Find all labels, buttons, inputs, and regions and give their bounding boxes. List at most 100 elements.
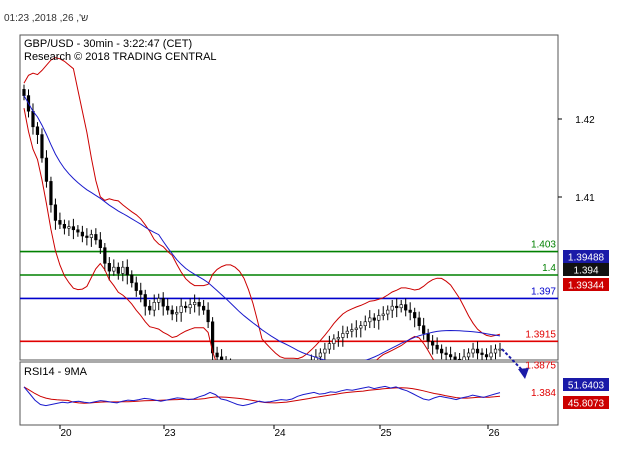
candle-body bbox=[417, 317, 421, 326]
candle-body bbox=[498, 348, 502, 351]
forecast-arrow-head bbox=[518, 367, 529, 379]
candle-body bbox=[368, 317, 372, 323]
candle-body bbox=[166, 305, 170, 311]
price-tag-bg bbox=[563, 263, 609, 276]
candle-body bbox=[67, 226, 71, 229]
candlestick-series bbox=[22, 84, 502, 360]
candle-body bbox=[449, 354, 453, 358]
candle-body bbox=[359, 325, 363, 329]
candle-body bbox=[471, 348, 475, 354]
candle-body bbox=[152, 301, 156, 311]
level-label: 1.397 bbox=[531, 286, 556, 297]
x-tick-label: 26 bbox=[488, 428, 500, 439]
candle-body bbox=[58, 220, 62, 225]
candle-body bbox=[219, 356, 224, 360]
candle-body bbox=[116, 266, 120, 274]
candle-body bbox=[193, 301, 197, 305]
rsi-plot-frame bbox=[19, 361, 559, 426]
forecast-arrow-line bbox=[501, 348, 525, 373]
price-tag-label: 1.39488 bbox=[568, 253, 605, 264]
candle-body bbox=[170, 309, 174, 315]
candle-body bbox=[426, 333, 430, 342]
candle-body bbox=[44, 157, 49, 182]
candle-body bbox=[444, 352, 448, 355]
price-tag-bg bbox=[563, 250, 609, 263]
rsi-tag: 51.6403 bbox=[563, 378, 609, 392]
candle-body bbox=[404, 304, 408, 311]
candle-body bbox=[399, 304, 403, 309]
candle-body bbox=[161, 298, 165, 307]
level-label: 1.403 bbox=[531, 240, 556, 251]
candle-body bbox=[440, 348, 444, 354]
candle-body bbox=[332, 338, 336, 344]
candle-body bbox=[480, 352, 484, 355]
candle-body bbox=[457, 358, 462, 360]
candle-body bbox=[85, 235, 89, 238]
candle-body bbox=[188, 304, 192, 309]
candle-body bbox=[484, 354, 489, 358]
candle-body bbox=[175, 312, 179, 315]
candle-body bbox=[318, 352, 322, 358]
candle-body bbox=[49, 181, 53, 206]
candle-body bbox=[22, 89, 26, 96]
candle-body bbox=[350, 329, 354, 332]
price-tag-bg bbox=[563, 278, 609, 291]
moving-average-line bbox=[23, 95, 501, 360]
candle-body bbox=[130, 274, 134, 284]
candle-body bbox=[377, 315, 381, 321]
candle-body bbox=[202, 305, 206, 311]
candle-body bbox=[363, 321, 367, 326]
rsi-title: RSI14 - 9MA bbox=[24, 366, 88, 378]
x-tick-label: 24 bbox=[274, 428, 286, 439]
candle-body bbox=[98, 239, 102, 248]
candle-body bbox=[80, 231, 84, 237]
candle-body bbox=[31, 110, 35, 128]
price-tag: 1.394 bbox=[563, 263, 609, 277]
candle-body bbox=[395, 305, 399, 309]
candle-body bbox=[323, 348, 327, 354]
candle-body bbox=[336, 337, 340, 340]
candle-body bbox=[206, 309, 210, 323]
bollinger-lower-line bbox=[23, 108, 435, 360]
candle-body bbox=[390, 305, 394, 311]
candle-body bbox=[453, 356, 457, 360]
y-tick-label: 1.41 bbox=[575, 193, 595, 204]
candle-body bbox=[179, 305, 183, 313]
candle-body bbox=[197, 301, 201, 307]
rsi-tag-bg bbox=[563, 396, 609, 409]
candle-body bbox=[372, 317, 376, 321]
y-tick-label: 1.42 bbox=[575, 115, 595, 126]
price-tag: 1.39344 bbox=[563, 278, 609, 292]
chart-title: GBP/USD - 30min - 3:22:47 (CET) bbox=[24, 38, 192, 50]
candle-body bbox=[148, 305, 152, 311]
candle-body bbox=[125, 266, 129, 276]
bollinger-upper-line bbox=[23, 57, 501, 360]
price-tag-label: 1.39344 bbox=[568, 281, 605, 292]
candle-body bbox=[215, 352, 219, 358]
candle-body bbox=[134, 282, 138, 291]
candle-body bbox=[107, 262, 111, 272]
x-tick-label: 20 bbox=[60, 428, 72, 439]
x-tick-label: 23 bbox=[164, 428, 176, 439]
candle-body bbox=[354, 327, 358, 330]
candle-body bbox=[341, 333, 345, 338]
rsi-line bbox=[23, 385, 501, 407]
candle-body bbox=[76, 229, 80, 233]
chart-subtitle: Research © 2018 TRADING CENTRAL bbox=[24, 51, 217, 63]
candle-body bbox=[62, 224, 67, 229]
candle-body bbox=[139, 290, 143, 295]
candle-body bbox=[35, 126, 40, 135]
candle-body bbox=[40, 134, 44, 159]
level-label: 1.3915 bbox=[525, 329, 556, 340]
datetime-label: ש', 26, 2018, 01:23 bbox=[4, 13, 88, 24]
rsi-tag-label: 51.6403 bbox=[568, 381, 605, 392]
level-label: 1.384 bbox=[531, 388, 556, 399]
level-label: 1.3875 bbox=[525, 361, 556, 372]
candle-body bbox=[431, 340, 435, 346]
price-tag: 1.39488 bbox=[563, 250, 609, 264]
candle-body bbox=[422, 325, 426, 334]
level-label: 1.4 bbox=[542, 263, 556, 274]
candle-body bbox=[413, 312, 417, 319]
candle-body bbox=[475, 348, 480, 354]
candle-body bbox=[386, 309, 390, 315]
